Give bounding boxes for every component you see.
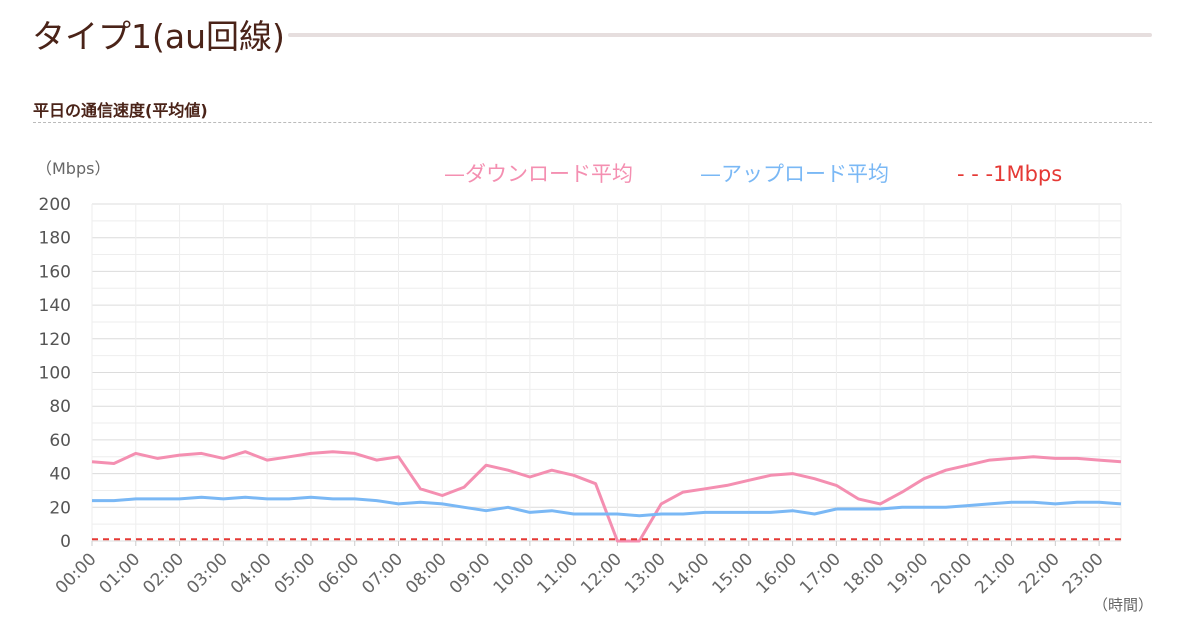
x-tick-label: 13:00 [621,549,670,598]
x-tick-label: 02:00 [139,549,188,598]
x-tick-label: 18:00 [840,549,889,598]
y-tick-label: 20 [49,498,71,518]
y-tick-label: 60 [49,431,71,451]
x-tick-label: 11:00 [533,549,582,598]
section-rule [33,122,1152,123]
x-tick-label: 00:00 [52,549,101,598]
x-axis: 00:0001:0002:0003:0004:0005:0006:0007:00… [52,541,1108,598]
x-tick-label: 12:00 [577,549,626,598]
download-line [91,450,1122,543]
y-tick-label: 200 [39,195,71,215]
x-tick-label: 04:00 [227,549,276,598]
x-tick-label: 01:00 [96,549,145,598]
legend-download: —ダウンロード平均 [444,162,633,186]
x-tick-label: 20:00 [927,549,976,598]
y-tick-label: 80 [49,397,71,417]
x-tick-label: 15:00 [709,549,758,598]
y-tick-label: 100 [39,364,71,384]
y-tick-label: 40 [49,465,71,485]
x-tick-label: 10:00 [490,549,539,598]
y-tick-label: 140 [39,296,71,316]
x-tick-label: 09:00 [446,549,495,598]
section-title: 平日の通信速度(平均値) [33,101,208,120]
legend-upload: —アップロード平均 [700,162,889,186]
y-tick-label: 120 [39,330,71,350]
y-tick-label: 180 [39,229,71,249]
x-tick-label: 08:00 [402,549,451,598]
y-axis: 0 20 40 60 80 100 120 140 160 180 200 [39,195,71,552]
title-rule [288,33,1152,37]
legend-threshold: - - -1Mbps [957,162,1062,186]
y-unit-label: （Mbps） [36,159,110,178]
x-tick-label: 23:00 [1059,549,1108,598]
y-tick-label: 160 [39,262,71,282]
x-unit-label: （時間） [1093,596,1153,614]
x-tick-label: 07:00 [358,549,407,598]
x-tick-label: 06:00 [314,549,363,598]
page-title: タイプ1(au回線) [32,17,285,56]
x-tick-label: 21:00 [971,549,1020,598]
x-tick-label: 05:00 [271,549,320,598]
x-tick-label: 17:00 [796,549,845,598]
x-tick-label: 19:00 [884,549,933,598]
legend: —ダウンロード平均 —アップロード平均 - - -1Mbps [444,162,1062,186]
series-lines [91,450,1122,543]
page-header: タイプ1(au回線) [0,0,1190,70]
x-tick-label: 16:00 [752,549,801,598]
upload-line [92,495,1122,518]
x-tick-label: 14:00 [665,549,714,598]
x-tick-label: 03:00 [183,549,232,598]
y-tick-label: 0 [60,532,71,552]
grid-lines [91,203,1122,542]
x-tick-label: 22:00 [1015,549,1064,598]
